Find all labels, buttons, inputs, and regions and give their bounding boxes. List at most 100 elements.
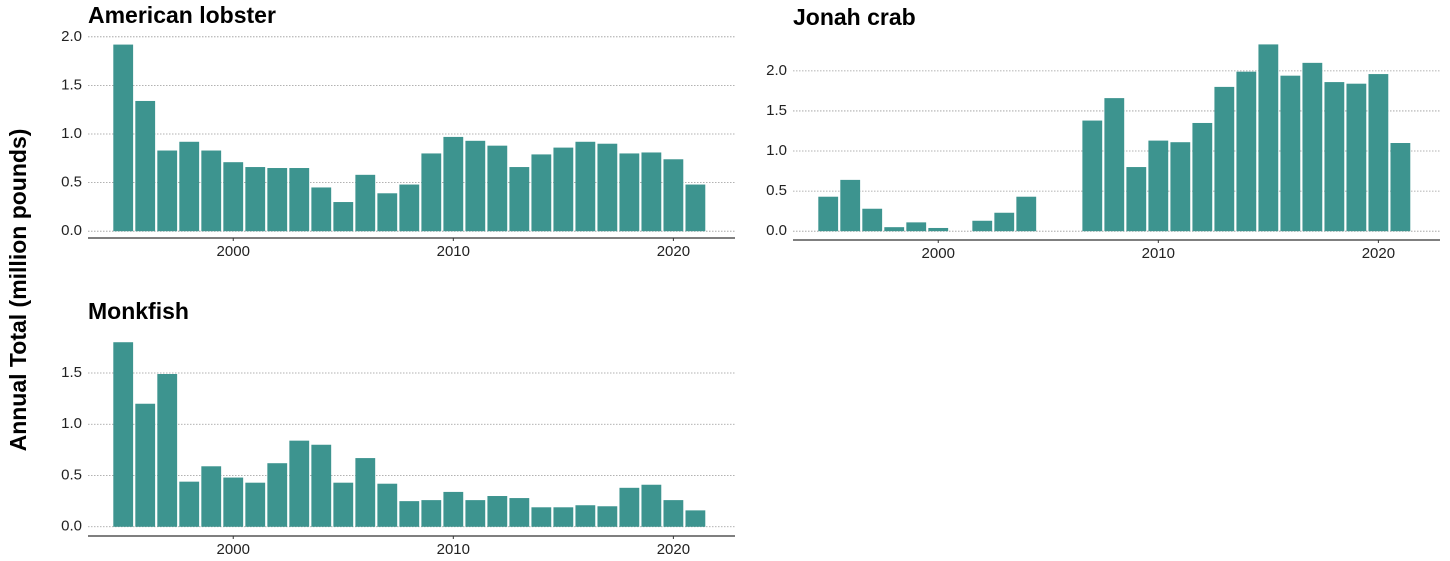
bar [399, 501, 420, 527]
bar [289, 440, 310, 527]
bar [487, 145, 508, 232]
bar [157, 374, 178, 527]
bar [1170, 142, 1191, 232]
y-tick-label: 1.5 [61, 364, 82, 381]
bar [994, 212, 1015, 232]
x-tick-label: 2010 [1142, 245, 1175, 262]
bar [399, 184, 420, 232]
bar [487, 496, 508, 527]
bar [377, 483, 398, 527]
y-tick-label: 0.5 [766, 182, 787, 199]
bar [884, 227, 905, 232]
bar [531, 507, 552, 527]
bar [685, 184, 706, 232]
bar [1258, 44, 1279, 232]
bar [179, 141, 200, 232]
bar [1126, 167, 1147, 232]
bar [1280, 75, 1301, 232]
x-tick-label: 2000 [217, 541, 250, 558]
bar [113, 342, 134, 527]
bar [443, 491, 464, 527]
bar [928, 227, 949, 232]
y-tick-label: 2.0 [61, 28, 82, 45]
bar [421, 153, 442, 232]
x-tick-label: 2010 [437, 541, 470, 558]
y-axis-label: Annual Total (million pounds) [5, 129, 31, 452]
bar [135, 100, 156, 232]
bar [597, 506, 618, 527]
y-tick-label: 0.0 [766, 222, 787, 239]
bar [201, 466, 222, 527]
y-tick-label: 0.5 [61, 466, 82, 483]
bar [862, 208, 883, 232]
bar [685, 510, 706, 527]
x-tick-label: 2020 [1362, 245, 1395, 262]
bar [465, 140, 486, 232]
bar [113, 44, 134, 232]
bar [619, 153, 640, 232]
bar [421, 500, 442, 527]
bar [663, 159, 684, 232]
bar [377, 193, 398, 232]
bar [1368, 74, 1389, 232]
panel-title: Jonah crab [793, 4, 916, 30]
bar [641, 152, 662, 232]
bar [333, 202, 354, 232]
bar [333, 482, 354, 527]
bar [443, 136, 464, 232]
bar [223, 162, 244, 232]
bar [906, 222, 927, 232]
bar [355, 458, 376, 527]
bar [1082, 120, 1103, 232]
bar [1192, 122, 1213, 232]
y-tick-label: 1.5 [766, 102, 787, 119]
bar [223, 477, 244, 527]
bar [465, 500, 486, 527]
bar [1016, 196, 1037, 232]
bar [267, 463, 288, 527]
bar [1346, 83, 1367, 232]
bar [509, 167, 530, 232]
bar [972, 220, 993, 232]
bar [1302, 62, 1323, 232]
y-tick-label: 0.0 [61, 518, 82, 535]
bar [1104, 98, 1125, 232]
y-tick-label: 0.0 [61, 222, 82, 239]
bar [201, 150, 222, 232]
bar [135, 403, 156, 527]
y-tick-label: 0.5 [61, 174, 82, 191]
y-tick-label: 1.0 [61, 125, 82, 142]
bar [575, 505, 596, 527]
x-tick-label: 2010 [437, 243, 470, 260]
bar [575, 141, 596, 232]
bar [597, 143, 618, 232]
bar [531, 154, 552, 232]
x-tick-label: 2000 [217, 243, 250, 260]
bar [289, 168, 310, 232]
bar [619, 487, 640, 527]
bar [1214, 86, 1235, 232]
bar [553, 147, 574, 232]
x-tick-label: 2020 [657, 243, 690, 260]
bar [840, 179, 861, 232]
bar [818, 196, 839, 232]
x-tick-label: 2000 [922, 245, 955, 262]
bar [179, 481, 200, 527]
panel-title: American lobster [88, 2, 276, 28]
bar [1324, 82, 1345, 232]
bar [1148, 140, 1169, 232]
bar [267, 168, 288, 232]
bar [311, 444, 332, 527]
bar [245, 167, 266, 232]
bar [553, 507, 574, 527]
panel-title: Monkfish [88, 298, 189, 324]
y-tick-label: 1.5 [61, 76, 82, 93]
bar [157, 150, 178, 232]
bar [311, 187, 332, 232]
bar [641, 484, 662, 527]
bar [355, 174, 376, 232]
x-tick-label: 2020 [657, 541, 690, 558]
bar [1236, 71, 1257, 232]
bar [509, 498, 530, 527]
